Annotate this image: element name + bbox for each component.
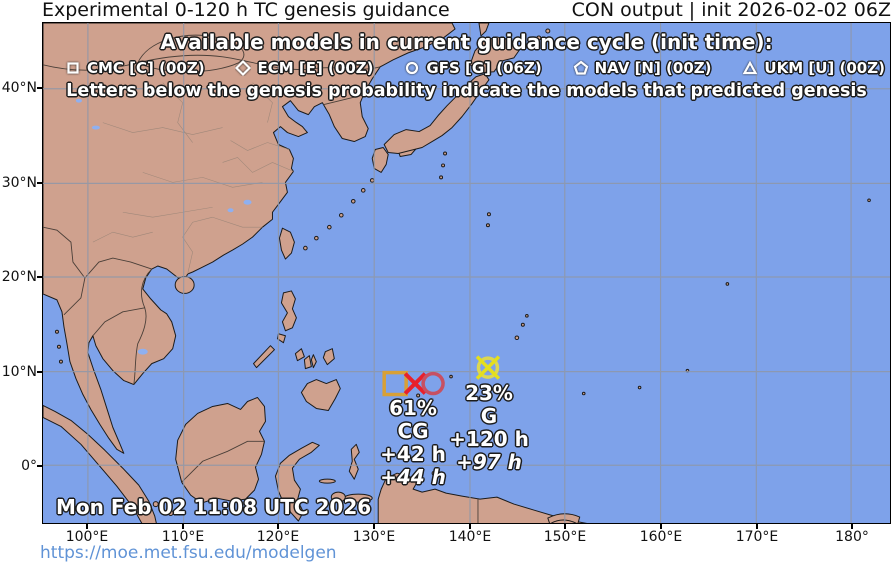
- init-info: CON output | init 2026-02-02 06Z: [571, 0, 891, 21]
- x-tick-label: 160°E: [639, 529, 683, 545]
- yellow-circle-x-marker: [475, 355, 501, 380]
- legend-item-ecm: ECM [E] (00Z): [235, 59, 374, 77]
- y-tick-label: 30°N: [1, 175, 37, 191]
- diamond-icon: [235, 60, 252, 76]
- letters-note: Letters below the genesis probability in…: [66, 81, 867, 101]
- legend-item-nav: NAV [N] (00Z): [573, 59, 712, 77]
- province-borders: [92, 82, 294, 275]
- y-tick-label: 20°N: [1, 269, 37, 285]
- lakes: [75, 98, 252, 355]
- x-tick-label: 100°E: [65, 529, 109, 545]
- lead-time-italic: +97 h: [456, 450, 522, 474]
- triangle-icon: [743, 60, 758, 75]
- lead-time-italic: +44 h: [380, 465, 446, 489]
- y-tick: [37, 182, 42, 184]
- x-tick-label: 170°E: [735, 529, 779, 545]
- x-tick: [660, 524, 662, 529]
- probability-value: 23%: [465, 381, 513, 405]
- gridlines: [43, 23, 890, 523]
- legend-item-cmc: CMC [C] (00Z): [65, 59, 205, 77]
- genesis-map: Available models in current guidance cyc…: [42, 22, 891, 524]
- y-tick: [37, 276, 42, 278]
- genesis-label-23: 23% G +120 h +97 h: [419, 382, 559, 474]
- page-title: Experimental 0-120 h TC genesis guidance: [42, 0, 450, 21]
- country-borders: [43, 34, 479, 523]
- x-tick-label: 140°E: [448, 529, 492, 545]
- model-legend: CMC [C] (00Z) ECM [E] (00Z) GFS [G] (06Z…: [65, 59, 885, 77]
- y-tick: [37, 87, 42, 89]
- y-tick: [37, 465, 42, 467]
- circle-icon: [406, 61, 419, 75]
- x-tick: [851, 524, 853, 529]
- legend-item-ukm: UKM [U] (00Z): [742, 59, 885, 77]
- probability-value: 61%: [389, 396, 437, 420]
- pentagon-icon: [573, 60, 588, 75]
- x-tick-label: 130°E: [352, 529, 396, 545]
- x-tick-label: 120°E: [256, 529, 300, 545]
- y-tick-label: 40°N: [1, 80, 37, 96]
- model-letters: CG: [397, 419, 429, 443]
- x-tick: [756, 524, 758, 529]
- cmc-square-marker: [382, 370, 408, 397]
- gfs-circle-marker: [421, 371, 445, 396]
- consensus-x-marker: [403, 372, 427, 395]
- x-tick-label: 180°: [835, 529, 869, 545]
- basemap: [43, 23, 890, 523]
- x-tick: [182, 524, 184, 529]
- x-tick: [86, 524, 88, 529]
- title-bar: Experimental 0-120 h TC genesis guidance…: [42, 0, 891, 21]
- square-icon: [67, 62, 79, 74]
- y-tick-label: 10°N: [1, 364, 37, 380]
- y-tick: [37, 371, 42, 373]
- y-tick-label: 0°: [21, 458, 37, 474]
- x-tick: [469, 524, 471, 529]
- legend-item-gfs: GFS [G] (06Z): [404, 59, 542, 77]
- x-tick-label: 150°E: [543, 529, 587, 545]
- x-tick: [277, 524, 279, 529]
- models-heading: Available models in current guidance cyc…: [160, 30, 773, 54]
- map-timestamp: Mon Feb 02 11:08 UTC 2026: [56, 495, 372, 519]
- x-tick: [373, 524, 375, 529]
- genesis-label-61: 61% CG +42 h +44 h: [343, 397, 483, 489]
- modelgen-link[interactable]: https://moe.met.fsu.edu/modelgen: [40, 543, 337, 563]
- lead-time: +42 h: [380, 442, 446, 466]
- lead-time: +120 h: [449, 427, 529, 451]
- model-letters: G: [480, 404, 498, 428]
- x-tick: [564, 524, 566, 529]
- genesis-markers: [382, 355, 501, 397]
- x-tick-label: 110°E: [161, 529, 205, 545]
